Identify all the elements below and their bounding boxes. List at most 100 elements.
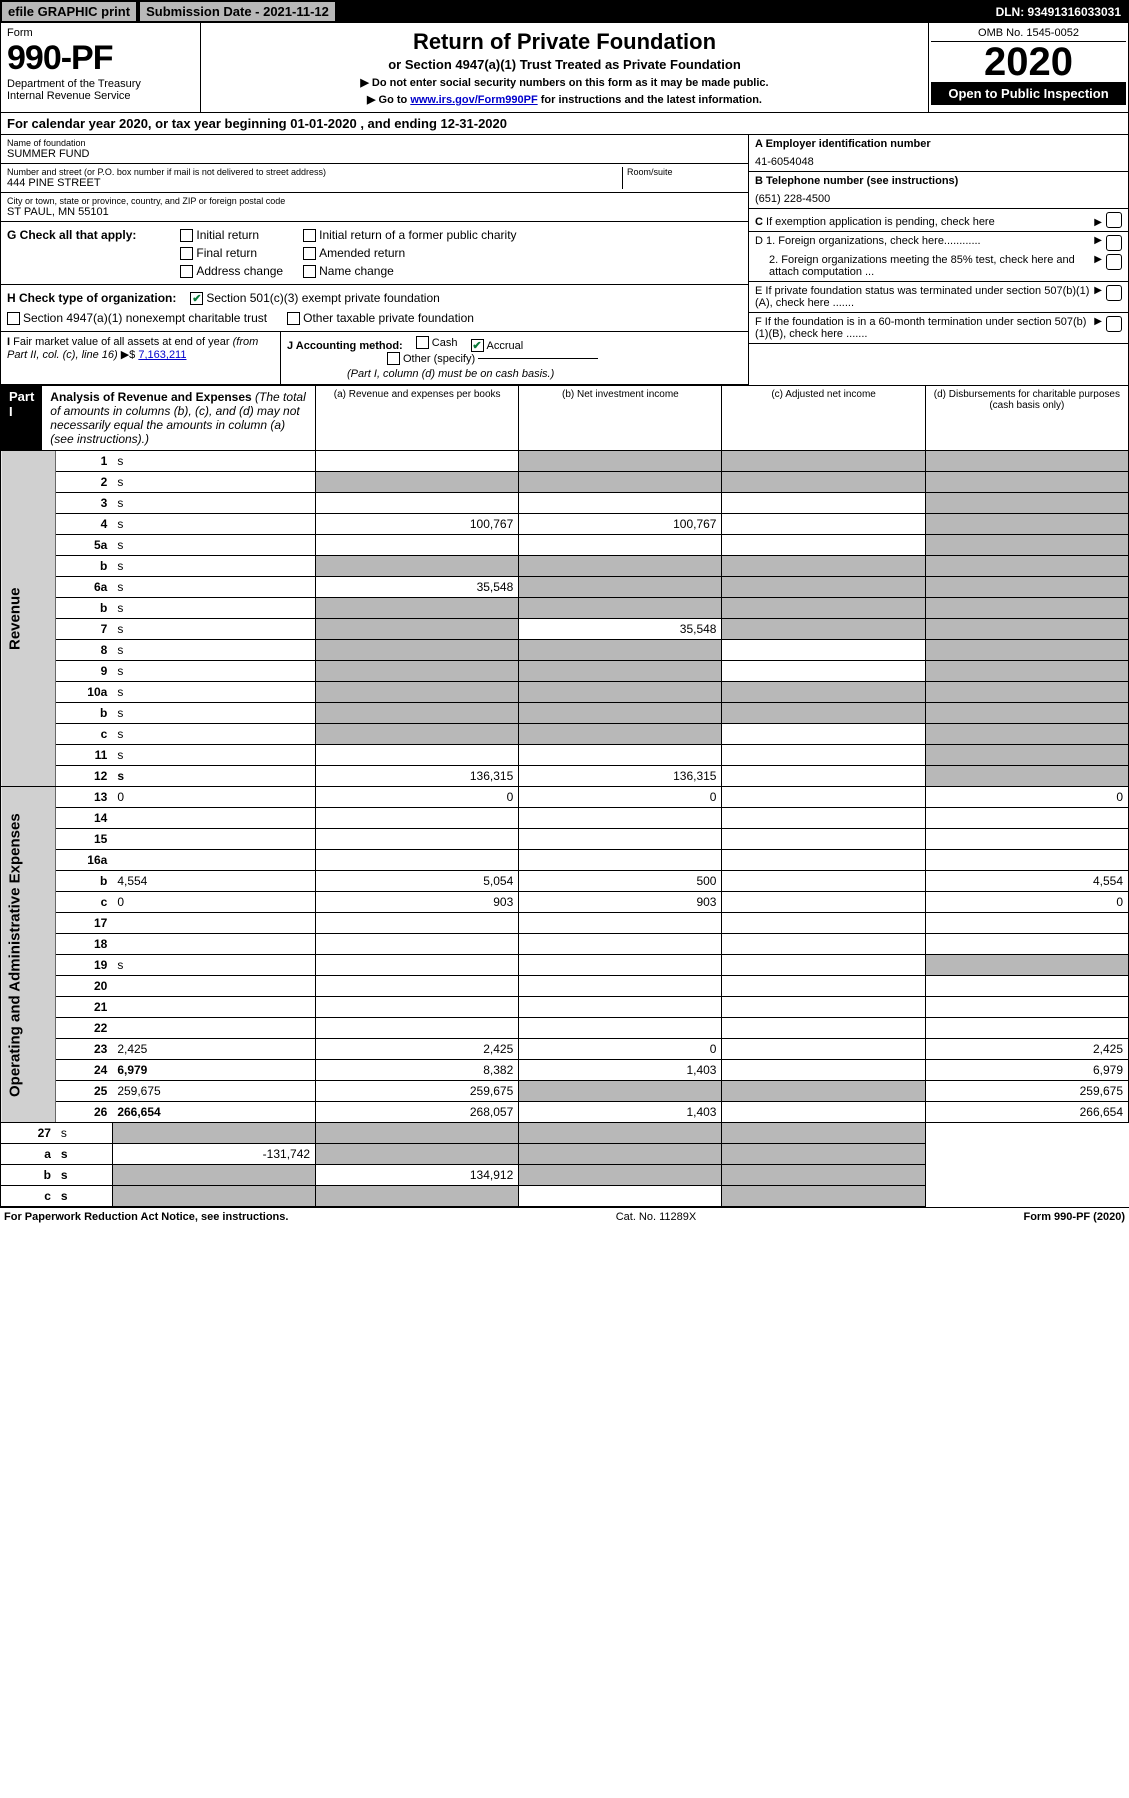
cell-shaded bbox=[925, 451, 1128, 472]
cell-value: 100,767 bbox=[316, 514, 519, 535]
name-label: Name of foundation bbox=[7, 138, 742, 148]
cell-shaded bbox=[316, 1186, 519, 1207]
cell-shaded bbox=[722, 472, 925, 493]
cell-value bbox=[925, 934, 1128, 955]
d1-label: D 1. Foreign organizations, check here..… bbox=[755, 235, 1094, 251]
cell-value: 0 bbox=[316, 787, 519, 808]
note-2-post: for instructions and the latest informat… bbox=[538, 94, 762, 106]
row-number: b bbox=[56, 703, 112, 724]
table-row: 11s bbox=[1, 745, 1129, 766]
row-desc: s bbox=[112, 451, 315, 472]
cell-shaded bbox=[519, 472, 722, 493]
cell-shaded bbox=[112, 1165, 315, 1186]
form990pf-link[interactable]: www.irs.gov/Form990PF bbox=[410, 94, 537, 106]
table-row: bs bbox=[1, 556, 1129, 577]
row-desc: s bbox=[112, 514, 315, 535]
cell-value bbox=[316, 808, 519, 829]
part1-badge: Part I bbox=[1, 386, 42, 450]
row-number: 2 bbox=[56, 472, 112, 493]
cell-shaded bbox=[925, 955, 1128, 976]
f-cell: F If the foundation is in a 60-month ter… bbox=[749, 313, 1128, 344]
row-number: c bbox=[1, 1186, 56, 1207]
row-number: 21 bbox=[56, 997, 112, 1018]
row-desc: s bbox=[56, 1144, 112, 1165]
cb-accrual[interactable]: Accrual bbox=[471, 339, 524, 352]
cell-shaded bbox=[722, 556, 925, 577]
cell-value bbox=[316, 997, 519, 1018]
cell-shaded bbox=[316, 1144, 519, 1165]
row-desc bbox=[112, 976, 315, 997]
cell-value bbox=[722, 535, 925, 556]
cell-value bbox=[519, 955, 722, 976]
d2-checkbox[interactable] bbox=[1106, 254, 1122, 270]
f-checkbox[interactable] bbox=[1106, 316, 1122, 332]
g-check-row: G Check all that apply: Initial return I… bbox=[1, 222, 748, 285]
opt-name: Name change bbox=[319, 264, 394, 278]
cell-shaded bbox=[722, 1165, 925, 1186]
cell-value: 259,675 bbox=[316, 1081, 519, 1102]
row-number: b bbox=[56, 598, 112, 619]
cell-value: 35,548 bbox=[519, 619, 722, 640]
col-b-header: (b) Net investment income bbox=[519, 386, 722, 451]
row-number: b bbox=[56, 871, 112, 892]
cell-value bbox=[722, 724, 925, 745]
cb-amended[interactable]: Amended return bbox=[303, 246, 516, 260]
cb-other-taxable[interactable]: Other taxable private foundation bbox=[287, 311, 474, 325]
cb-address-change[interactable]: Address change bbox=[180, 264, 283, 278]
j-label: J Accounting method: bbox=[287, 340, 403, 352]
f-label: F If the foundation is in a 60-month ter… bbox=[755, 316, 1094, 340]
cb-cash[interactable]: Cash bbox=[416, 336, 458, 349]
b-phone-cell: B Telephone number (see instructions) (6… bbox=[749, 172, 1128, 209]
cell-shaded bbox=[925, 556, 1128, 577]
cell-value bbox=[722, 766, 925, 787]
row-number: 3 bbox=[56, 493, 112, 514]
c-checkbox[interactable] bbox=[1106, 212, 1122, 228]
opt-former: Initial return of a former public charit… bbox=[319, 228, 516, 242]
table-row: c09039030 bbox=[1, 892, 1129, 913]
cb-initial-former[interactable]: Initial return of a former public charit… bbox=[303, 228, 516, 242]
cb-501c3[interactable]: Section 501(c)(3) exempt private foundat… bbox=[190, 291, 439, 305]
cell-value bbox=[722, 934, 925, 955]
cell-shaded bbox=[925, 766, 1128, 787]
cb-final-return[interactable]: Final return bbox=[180, 246, 283, 260]
row-number: 6a bbox=[56, 577, 112, 598]
d2-label: 2. Foreign organizations meeting the 85%… bbox=[755, 254, 1094, 278]
footer-left: For Paperwork Reduction Act Notice, see … bbox=[4, 1211, 288, 1223]
cell-shaded bbox=[722, 451, 925, 472]
cell-shaded bbox=[519, 556, 722, 577]
table-row: 14 bbox=[1, 808, 1129, 829]
row-number: 14 bbox=[56, 808, 112, 829]
cell-shaded bbox=[925, 661, 1128, 682]
cb-other-acct[interactable]: Other (specify) bbox=[387, 352, 598, 365]
row-desc: s bbox=[112, 703, 315, 724]
cell-value bbox=[519, 934, 722, 955]
cell-shaded bbox=[519, 577, 722, 598]
d1-checkbox[interactable] bbox=[1106, 235, 1122, 251]
row-desc bbox=[112, 829, 315, 850]
table-row: bs bbox=[1, 703, 1129, 724]
cell-shaded bbox=[519, 703, 722, 724]
arrow-icon: ▶ bbox=[1094, 316, 1102, 340]
i-label: I Fair market value of all assets at end… bbox=[7, 336, 258, 361]
cb-4947[interactable]: Section 4947(a)(1) nonexempt charitable … bbox=[7, 311, 267, 325]
table-row: 15 bbox=[1, 829, 1129, 850]
row-number: b bbox=[56, 556, 112, 577]
cb-name-change[interactable]: Name change bbox=[303, 264, 516, 278]
cell-shaded bbox=[925, 577, 1128, 598]
i-value[interactable]: 7,163,211 bbox=[138, 349, 186, 361]
cell-value bbox=[316, 1018, 519, 1039]
row-number: 16a bbox=[56, 850, 112, 871]
e-checkbox[interactable] bbox=[1106, 285, 1122, 301]
h-check-row: H Check type of organization: Section 50… bbox=[1, 285, 748, 332]
table-row: cs bbox=[1, 1186, 1129, 1207]
row-number: 19 bbox=[56, 955, 112, 976]
row-number: 26 bbox=[56, 1102, 112, 1123]
cell-shaded bbox=[112, 1123, 315, 1144]
row-number: 5a bbox=[56, 535, 112, 556]
cell-value: 266,654 bbox=[925, 1102, 1128, 1123]
cell-shaded bbox=[519, 640, 722, 661]
cb-initial-return[interactable]: Initial return bbox=[180, 228, 283, 242]
opt-amended: Amended return bbox=[319, 246, 405, 260]
cell-shaded bbox=[925, 640, 1128, 661]
city-label: City or town, state or province, country… bbox=[7, 196, 742, 206]
